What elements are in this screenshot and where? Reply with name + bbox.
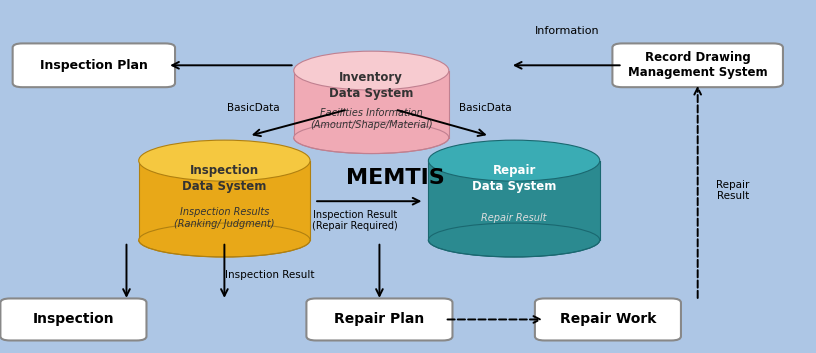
FancyBboxPatch shape <box>13 43 175 87</box>
Text: Record Drawing
Management System: Record Drawing Management System <box>628 51 768 79</box>
Text: Inspection Result: Inspection Result <box>224 270 314 280</box>
Ellipse shape <box>139 223 310 257</box>
Bar <box>294 71 449 138</box>
Text: Inspection Results
(Ranking/ Judgment): Inspection Results (Ranking/ Judgment) <box>174 207 275 229</box>
Ellipse shape <box>428 223 600 257</box>
Text: Inventory
Data System: Inventory Data System <box>329 71 414 100</box>
Text: Repair Result: Repair Result <box>481 213 547 223</box>
Text: BasicData: BasicData <box>459 103 512 113</box>
FancyBboxPatch shape <box>307 299 452 340</box>
Text: BasicData: BasicData <box>227 103 279 113</box>
FancyBboxPatch shape <box>612 43 783 87</box>
Ellipse shape <box>294 51 449 90</box>
Text: Information: Information <box>534 26 599 36</box>
FancyBboxPatch shape <box>534 299 681 340</box>
Text: Repair Work: Repair Work <box>560 312 656 327</box>
Ellipse shape <box>139 140 310 181</box>
Text: Repair
Data System: Repair Data System <box>472 163 557 193</box>
Text: Inspection Plan: Inspection Plan <box>40 59 148 72</box>
Bar <box>428 161 600 240</box>
Text: Repair Plan: Repair Plan <box>335 312 424 327</box>
Text: Inspection: Inspection <box>33 312 114 327</box>
Text: MEMTIS: MEMTIS <box>346 168 446 188</box>
Bar <box>139 161 310 240</box>
Text: Inspection
Data System: Inspection Data System <box>182 163 267 193</box>
Text: Facilities Information
(Amount/Shape/Material): Facilities Information (Amount/Shape/Mat… <box>310 108 432 130</box>
Ellipse shape <box>294 122 449 154</box>
Text: Inspection Result
(Repair Required): Inspection Result (Repair Required) <box>312 210 398 232</box>
FancyBboxPatch shape <box>0 299 146 340</box>
Ellipse shape <box>428 140 600 181</box>
Text: Repair
Result: Repair Result <box>716 180 750 202</box>
